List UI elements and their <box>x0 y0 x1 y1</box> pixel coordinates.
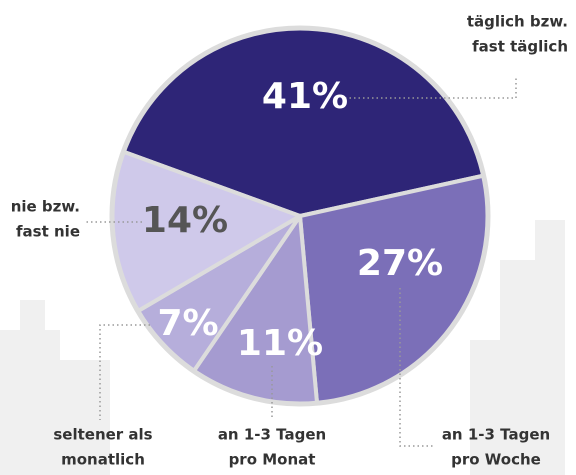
value-label: 14% <box>142 200 228 241</box>
category-label: an 1-3 Tagen <box>442 426 550 444</box>
category-label: pro Monat <box>229 451 316 469</box>
category-label: seltener als <box>53 426 152 444</box>
skyline <box>0 220 565 475</box>
pie-slice <box>298 173 490 406</box>
pie <box>109 25 491 407</box>
value-label: 11% <box>237 323 323 364</box>
leader-line <box>99 324 150 420</box>
category-label: nie bzw. <box>11 198 80 216</box>
category-label: pro Woche <box>451 451 541 469</box>
category-label: an 1-3 Tagen <box>218 426 326 444</box>
category-label: fast nie <box>16 223 80 241</box>
labels: 41% täglich bzw. fast täglich 27% an 1-3 Tag… <box>11 13 568 469</box>
category-label: fast täglich <box>472 38 568 56</box>
leader-line <box>399 288 434 447</box>
pie-rim <box>109 25 491 407</box>
category-label: täglich bzw. <box>467 13 568 31</box>
value-label: 41% <box>262 76 348 117</box>
value-label: 7% <box>157 303 218 344</box>
leader-line <box>345 76 517 99</box>
value-label: 27% <box>357 243 443 284</box>
category-label: monatlich <box>61 451 145 469</box>
